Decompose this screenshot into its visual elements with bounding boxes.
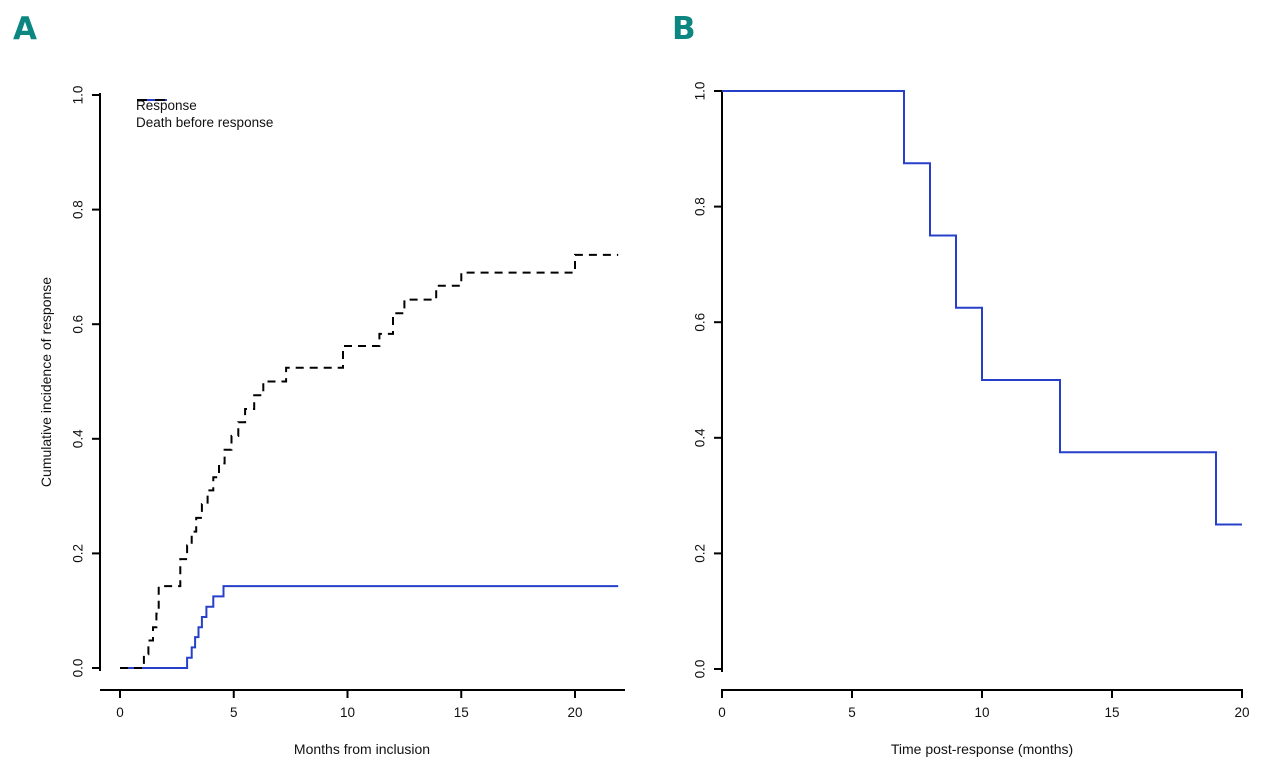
legend-label-death-before-response: Death before response [136, 115, 274, 130]
svg-text:10: 10 [340, 705, 355, 720]
svg-text:0.4: 0.4 [693, 428, 708, 447]
panel-a-y-axis-title: Cumulative incidence of response [38, 276, 54, 488]
svg-text:15: 15 [454, 705, 469, 720]
svg-text:0.8: 0.8 [693, 197, 708, 216]
panel-a-plot: 0.0 0.2 0.4 0.6 0.8 1.0 0 5 10 15 20 [71, 86, 625, 720]
legend-label-response: Response [136, 98, 197, 113]
svg-text:20: 20 [567, 705, 582, 720]
svg-text:1.0: 1.0 [71, 86, 86, 105]
panel-b-x-axis-title: Time post-response (months) [890, 741, 1074, 757]
panel-a-letter: A [13, 11, 37, 47]
svg-text:0.4: 0.4 [71, 429, 86, 448]
panel-b-plot: 0.0 0.2 0.4 0.6 0.8 1.0 0 5 10 15 20 [693, 82, 1250, 720]
panel-a-x-axis-title: Months from inclusion [293, 741, 431, 757]
svg-text:0.2: 0.2 [71, 544, 86, 563]
death-line-sample [137, 99, 167, 101]
svg-text:0: 0 [116, 705, 124, 720]
svg-text:5: 5 [848, 705, 856, 720]
svg-text:10: 10 [974, 705, 989, 720]
svg-text:0.0: 0.0 [693, 660, 708, 679]
svg-text:15: 15 [1104, 705, 1119, 720]
svg-text:1.0: 1.0 [693, 82, 708, 101]
svg-text:0: 0 [718, 705, 726, 720]
panel-b-letter: B [672, 11, 696, 47]
svg-text:0.0: 0.0 [71, 659, 86, 678]
svg-text:0.8: 0.8 [71, 200, 86, 219]
svg-text:0.6: 0.6 [71, 315, 86, 334]
svg-text:20: 20 [1234, 705, 1249, 720]
svg-text:0.2: 0.2 [693, 544, 708, 563]
legend-item-death-before-response: Death before response [136, 99, 274, 131]
legend: Response Death before response [136, 97, 273, 131]
svg-text:0.6: 0.6 [693, 313, 708, 332]
svg-text:5: 5 [230, 705, 238, 720]
